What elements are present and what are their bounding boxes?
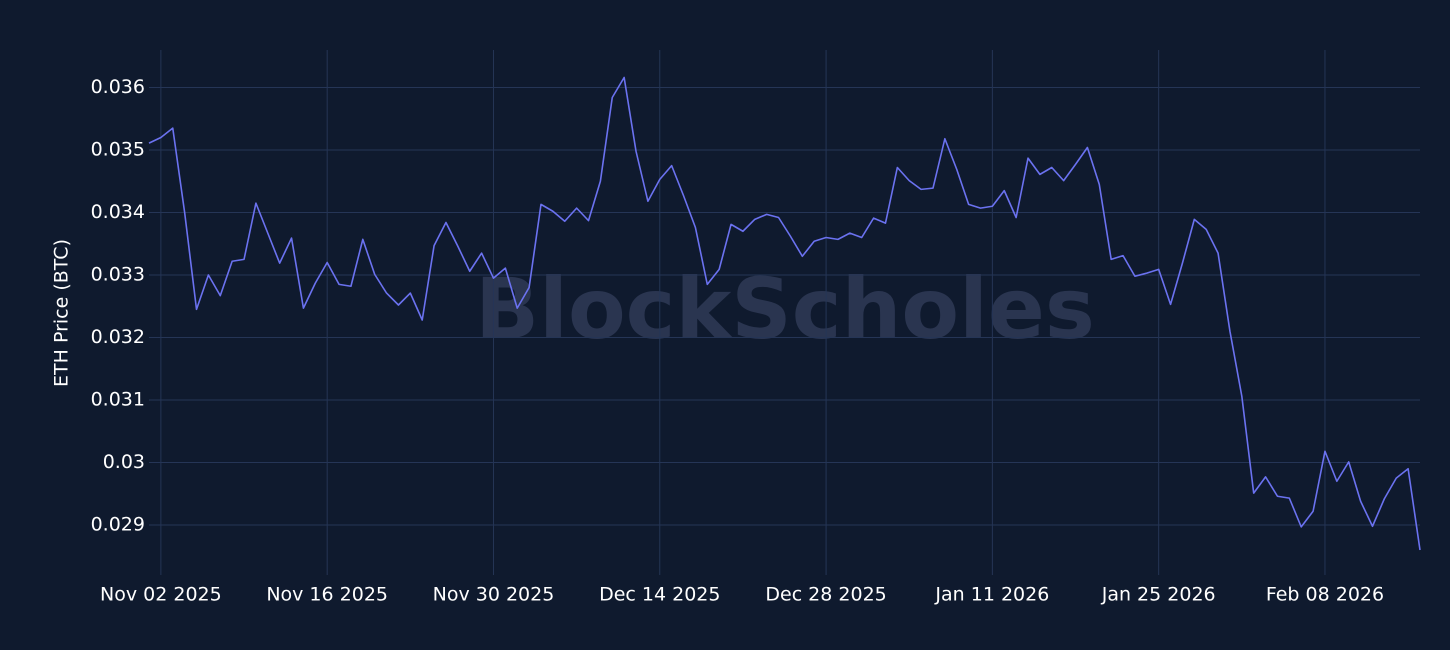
y-tick-label: 0.032 bbox=[91, 326, 145, 348]
x-tick-label: Jan 25 2026 bbox=[1101, 584, 1216, 606]
y-tick-label: 0.031 bbox=[91, 389, 145, 411]
y-axis-label: ETH Price (BTC) bbox=[51, 239, 73, 387]
x-tick-label: Dec 14 2025 bbox=[599, 584, 720, 606]
x-tick-label: Dec 28 2025 bbox=[765, 584, 886, 606]
y-tick-label: 0.035 bbox=[91, 139, 145, 161]
y-tick-label: 0.033 bbox=[91, 264, 145, 286]
x-tick-label: Nov 02 2025 bbox=[100, 584, 222, 606]
x-tick-label: Nov 30 2025 bbox=[433, 584, 555, 606]
x-tick-label: Nov 16 2025 bbox=[266, 584, 388, 606]
y-tick-label: 0.036 bbox=[91, 76, 145, 98]
x-tick-label: Jan 11 2026 bbox=[934, 584, 1049, 606]
y-tick-label: 0.029 bbox=[91, 514, 145, 536]
y-tick-label: 0.034 bbox=[91, 201, 145, 223]
y-tick-label: 0.03 bbox=[103, 451, 145, 473]
price-line bbox=[148, 76, 1421, 551]
watermark: BlockScholes bbox=[475, 260, 1095, 358]
x-tick-label: Feb 08 2026 bbox=[1266, 584, 1384, 606]
